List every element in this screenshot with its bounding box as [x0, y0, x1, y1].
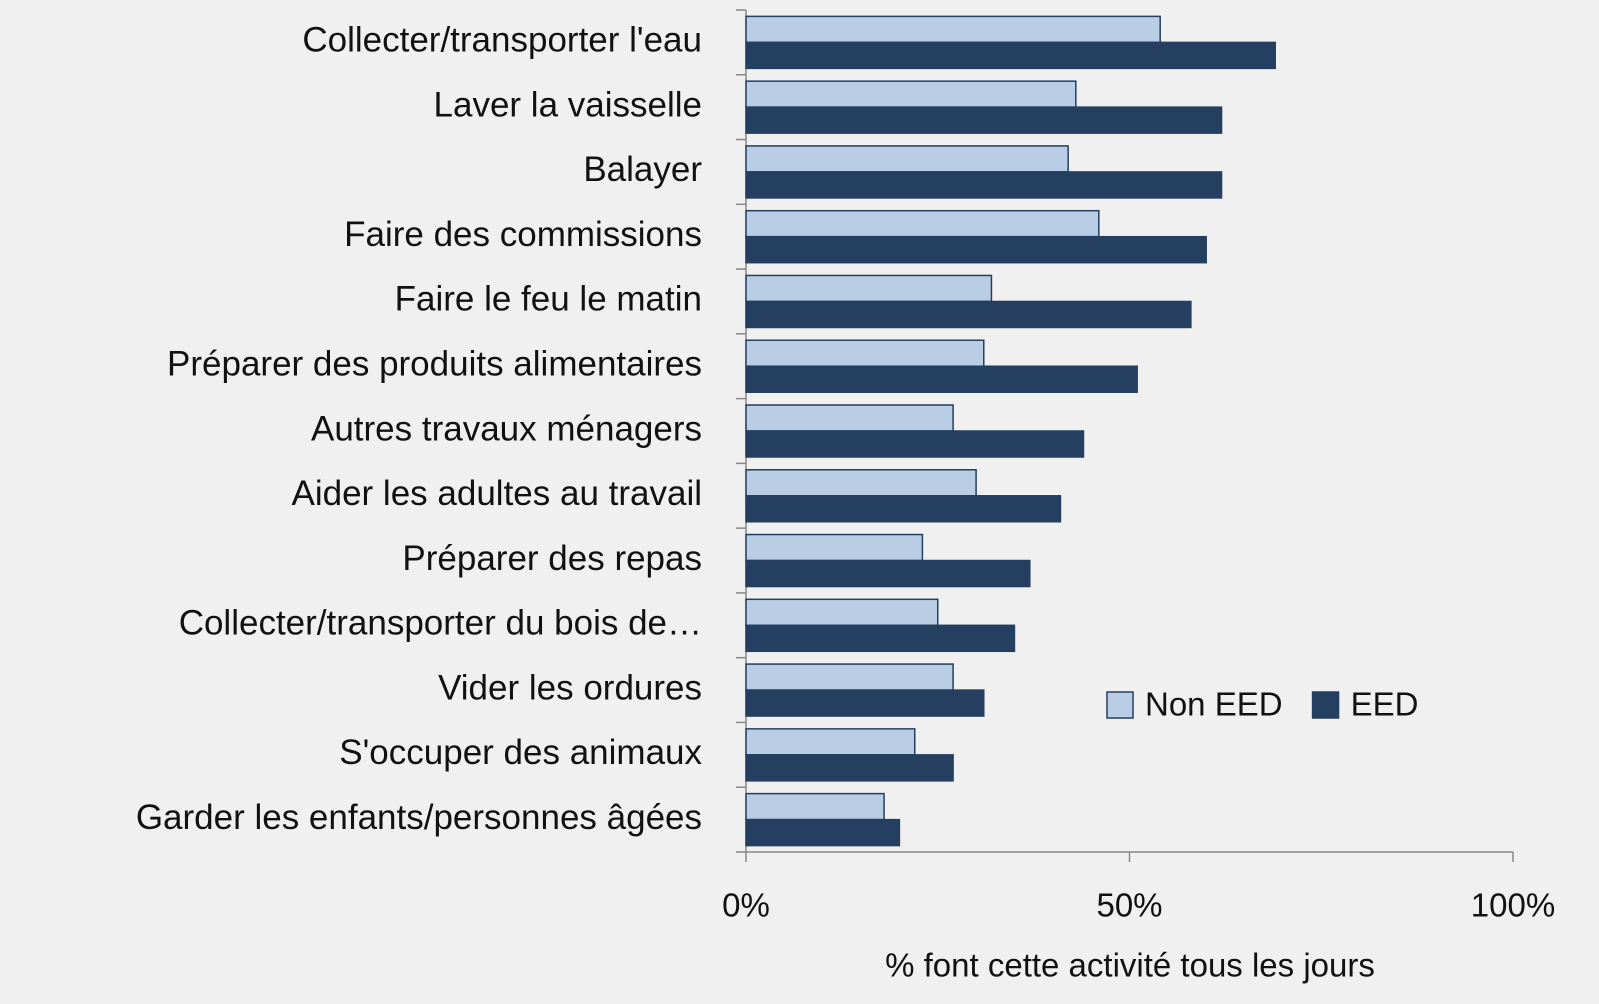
bar — [746, 690, 984, 716]
y-tick-label: S'occuper des animaux — [339, 733, 702, 772]
bar — [746, 496, 1060, 522]
legend-label: EED — [1351, 686, 1419, 723]
legend-swatch — [1107, 692, 1133, 718]
bar — [746, 16, 1160, 42]
y-tick-label: Autres travaux ménagers — [311, 409, 702, 448]
x-tick-label: 0% — [722, 887, 770, 924]
x-axis-title: % font cette activité tous les jours — [885, 947, 1375, 984]
bar — [746, 561, 1030, 587]
bar — [746, 172, 1222, 198]
bar — [746, 366, 1137, 392]
y-tick-label: Balayer — [583, 150, 702, 189]
bar — [746, 301, 1191, 327]
bar — [746, 81, 1076, 107]
y-tick-label: Collecter/transporter du bois de… — [179, 604, 702, 643]
bar — [746, 625, 1014, 651]
legend-label: Non EED — [1145, 686, 1283, 723]
x-tick-label: 50% — [1096, 887, 1162, 924]
bar — [746, 340, 984, 366]
bar — [746, 794, 884, 820]
y-tick-label: Garder les enfants/personnes âgées — [136, 798, 702, 837]
bar — [746, 755, 953, 781]
y-tick-label: Préparer des repas — [402, 539, 702, 578]
y-tick-label: Aider les adultes au travail — [292, 474, 703, 513]
bar — [746, 431, 1083, 457]
bar — [746, 107, 1222, 133]
bar — [746, 729, 915, 755]
y-tick-label: Faire des commissions — [344, 215, 702, 254]
bar — [746, 535, 922, 561]
y-tick-label: Faire le feu le matin — [395, 280, 702, 319]
bar — [746, 664, 953, 690]
chart: % font cette activité tous les jours 0% 5… — [0, 0, 1599, 1004]
bar — [746, 405, 953, 431]
bar — [746, 146, 1068, 172]
bar — [746, 237, 1206, 263]
bar — [746, 470, 976, 496]
x-tick-label: 100% — [1471, 887, 1555, 924]
bar — [746, 275, 991, 301]
bar — [746, 42, 1275, 68]
bar — [746, 820, 899, 846]
bar — [746, 211, 1099, 237]
y-tick-label: Laver la vaisselle — [434, 85, 702, 124]
page: {"chart_data": {"type": "hbar", "x_label… — [0, 0, 1599, 1004]
legend-swatch — [1313, 692, 1339, 718]
y-tick-label: Collecter/transporter l'eau — [302, 21, 702, 60]
y-tick-label: Préparer des produits alimentaires — [167, 344, 702, 383]
bar — [746, 599, 938, 625]
y-tick-label: Vider les ordures — [438, 668, 702, 707]
